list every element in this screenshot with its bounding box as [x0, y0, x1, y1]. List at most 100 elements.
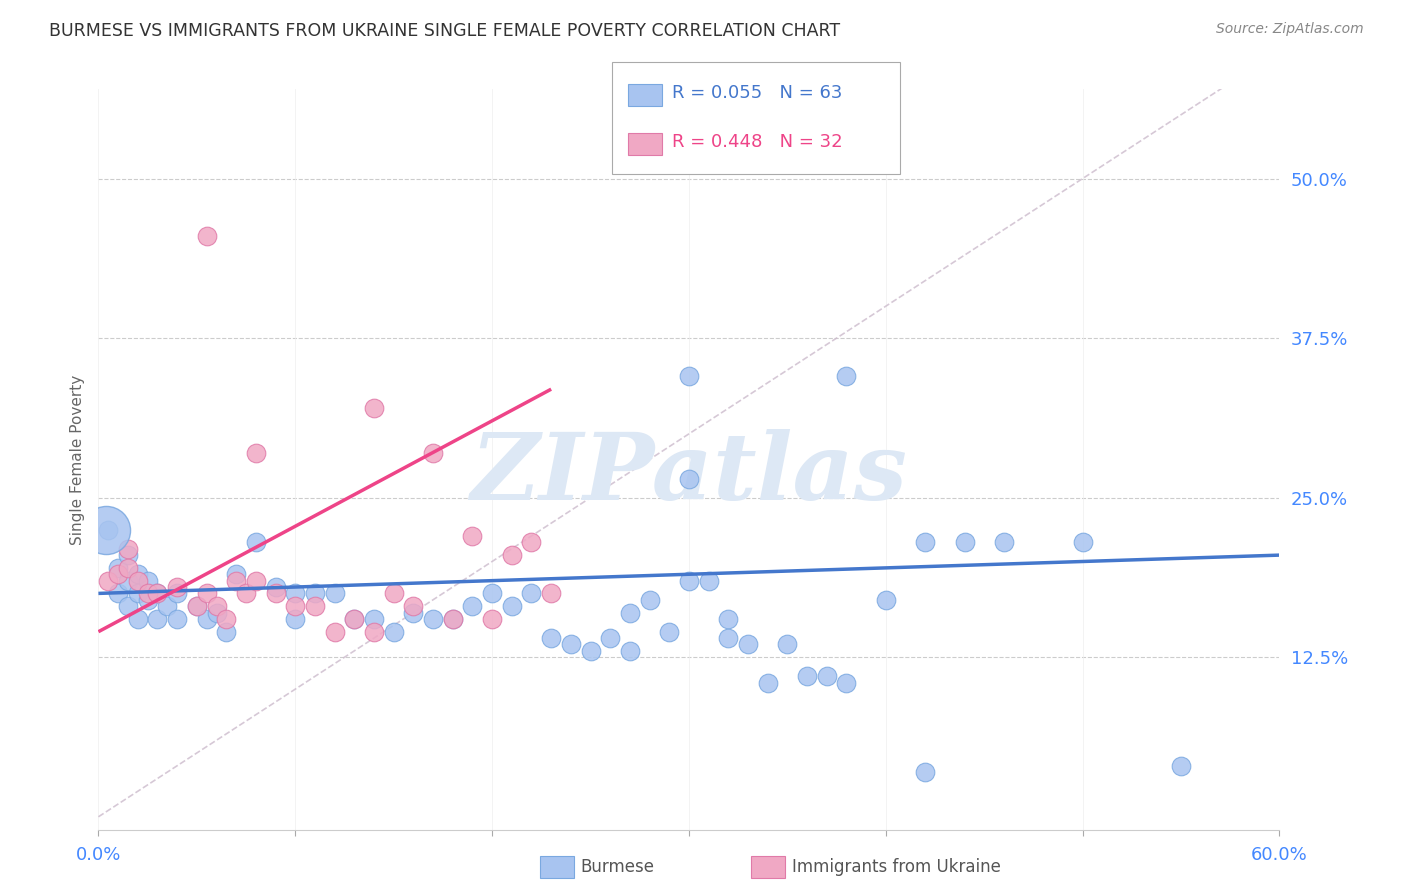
Point [678, 471, 700, 485]
Point [343, 612, 366, 626]
Point [107, 586, 129, 600]
Point [166, 586, 188, 600]
Point [520, 586, 543, 600]
Point [205, 599, 228, 614]
Point [363, 612, 385, 626]
Point [1071, 535, 1094, 549]
Point [914, 765, 936, 780]
Point [195, 229, 218, 244]
Point [146, 612, 169, 626]
Point [186, 599, 208, 614]
Point [225, 574, 247, 588]
Text: ZIPatlas: ZIPatlas [471, 429, 907, 519]
Point [343, 612, 366, 626]
Point [717, 631, 740, 645]
Text: Immigrants from Ukraine: Immigrants from Ukraine [792, 858, 1001, 876]
Point [186, 599, 208, 614]
Point [382, 624, 405, 639]
Point [117, 574, 139, 588]
Point [136, 574, 159, 588]
Point [422, 446, 444, 460]
Point [875, 592, 897, 607]
Point [540, 631, 562, 645]
Point [422, 612, 444, 626]
Point [520, 535, 543, 549]
Point [441, 612, 464, 626]
Point [461, 599, 484, 614]
Point [1170, 758, 1192, 772]
Point [363, 401, 385, 416]
Point [215, 624, 238, 639]
Point [914, 535, 936, 549]
Point [461, 529, 484, 543]
Point [835, 675, 858, 690]
Y-axis label: Single Female Poverty: Single Female Poverty [69, 375, 84, 544]
Point [363, 624, 385, 639]
Point [953, 535, 976, 549]
Point [245, 446, 267, 460]
Point [284, 599, 307, 614]
Point [481, 586, 503, 600]
Point [796, 669, 818, 683]
Point [107, 561, 129, 575]
Point [127, 574, 149, 588]
Point [264, 586, 287, 600]
Point [304, 599, 326, 614]
Point [146, 586, 169, 600]
Point [599, 631, 621, 645]
Point [697, 574, 720, 588]
Point [402, 599, 425, 614]
Point [284, 586, 307, 600]
Point [117, 541, 139, 556]
Point [382, 586, 405, 600]
Point [678, 369, 700, 384]
Point [815, 669, 838, 683]
Point [127, 586, 149, 600]
Point [156, 599, 179, 614]
Point [835, 369, 858, 384]
Point [579, 644, 602, 658]
Point [993, 535, 1015, 549]
Point [127, 612, 149, 626]
Point [323, 586, 346, 600]
Point [146, 586, 169, 600]
Point [540, 586, 562, 600]
Point [96, 523, 118, 537]
Point [166, 580, 188, 594]
Point [776, 637, 799, 651]
Point [117, 548, 139, 562]
Point [756, 675, 779, 690]
Text: Burmese: Burmese [581, 858, 655, 876]
Text: BURMESE VS IMMIGRANTS FROM UKRAINE SINGLE FEMALE POVERTY CORRELATION CHART: BURMESE VS IMMIGRANTS FROM UKRAINE SINGL… [49, 22, 841, 40]
Point [441, 612, 464, 626]
Point [284, 612, 307, 626]
Point [717, 612, 740, 626]
Point [678, 574, 700, 588]
Point [195, 586, 218, 600]
Point [117, 561, 139, 575]
Point [323, 624, 346, 639]
Point [107, 567, 129, 582]
Point [205, 606, 228, 620]
Point [117, 599, 139, 614]
Text: R = 0.055   N = 63: R = 0.055 N = 63 [672, 85, 842, 103]
Point [245, 535, 267, 549]
Point [737, 637, 759, 651]
Point [127, 567, 149, 582]
Text: R = 0.448   N = 32: R = 0.448 N = 32 [672, 133, 842, 151]
Point [195, 612, 218, 626]
Point [304, 586, 326, 600]
Point [501, 548, 523, 562]
Point [638, 592, 661, 607]
Point [402, 606, 425, 620]
Point [235, 586, 257, 600]
Point [619, 644, 641, 658]
Point [619, 606, 641, 620]
Point [166, 612, 188, 626]
Point [658, 624, 681, 639]
Text: Source: ZipAtlas.com: Source: ZipAtlas.com [1216, 22, 1364, 37]
Point [215, 612, 238, 626]
Point [136, 586, 159, 600]
Point [560, 637, 582, 651]
Point [136, 592, 159, 607]
